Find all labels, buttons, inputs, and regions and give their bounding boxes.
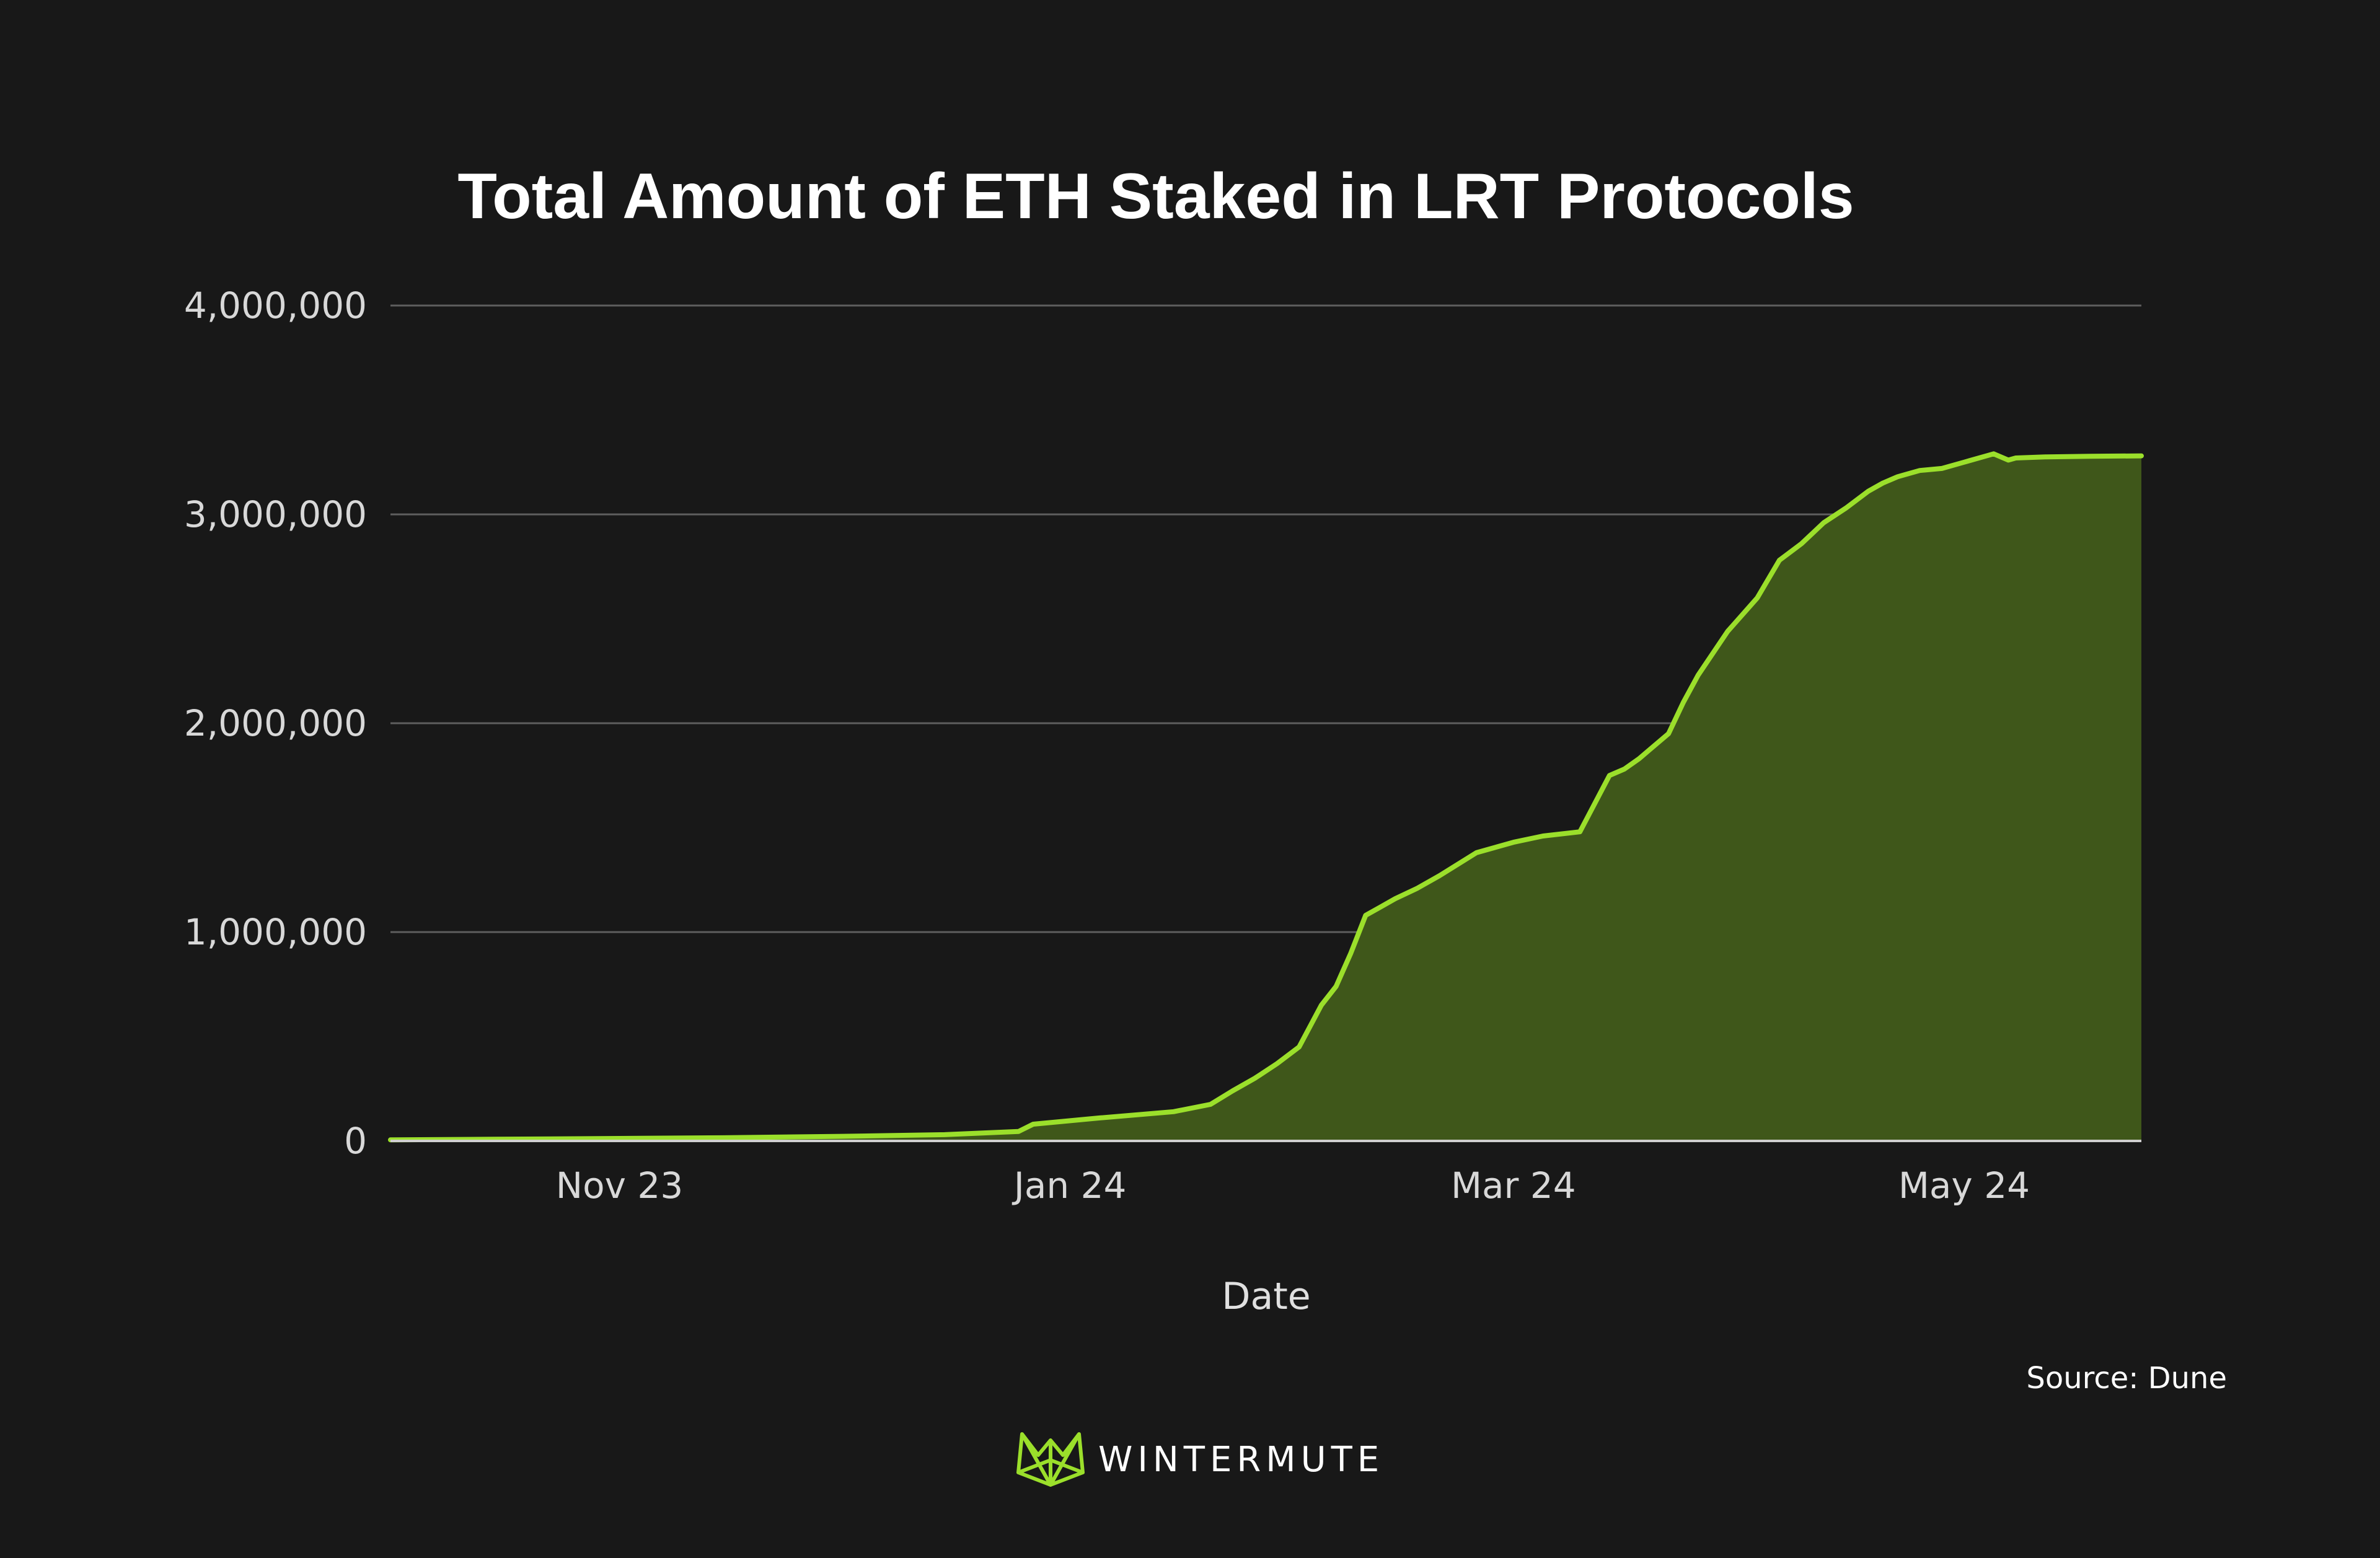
y-axis-ticks: 0 1,000,000 2,000,000 3,000,000 4,000,000	[184, 284, 367, 1162]
chart-title: Total Amount of ETH Staked in LRT Protoc…	[457, 161, 1854, 232]
y-tick-label: 4,000,000	[184, 284, 367, 327]
x-tick-label: Mar 24	[1451, 1164, 1576, 1207]
y-tick-label: 3,000,000	[184, 493, 367, 535]
y-tick-label: 2,000,000	[184, 702, 367, 744]
x-axis-title: Date	[1222, 1275, 1310, 1318]
x-tick-label: May 24	[1898, 1164, 2030, 1207]
y-tick-label: 1,000,000	[184, 911, 367, 953]
y-tick-label: 0	[344, 1120, 367, 1162]
series-line	[388, 451, 2144, 1143]
brand-logo: WINTERMUTE	[1016, 1432, 1384, 1487]
x-tick-label: Jan 24	[1012, 1164, 1127, 1207]
x-tick-label: Nov 23	[556, 1164, 683, 1207]
area-fill	[390, 454, 2141, 1141]
x-axis-ticks: Nov 23 Jan 24 Mar 24 May 24	[556, 1164, 2030, 1207]
brand-name: WINTERMUTE	[1098, 1440, 1384, 1480]
fox-icon	[1016, 1432, 1085, 1487]
source-note: Source: Dune	[2026, 1361, 2227, 1396]
area-series	[388, 451, 2144, 1143]
